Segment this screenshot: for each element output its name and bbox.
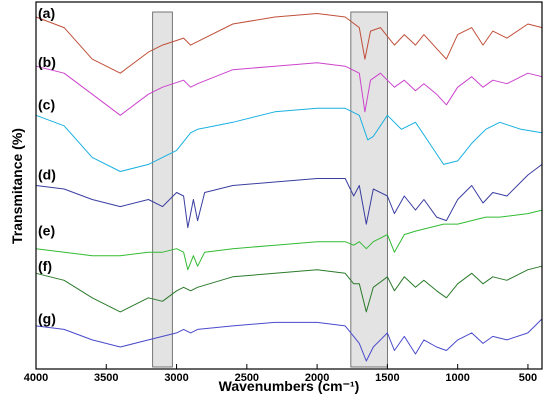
x-tick-label: 2000 [305, 372, 329, 384]
plot-frame [35, 1, 543, 370]
series-label-b: (b) [38, 54, 56, 70]
x-tick-label: 3000 [164, 372, 188, 384]
series-line-c [35, 107, 543, 172]
x-tick-label: 1000 [445, 372, 469, 384]
highlight-bands [152, 11, 388, 368]
series-label-d: (d) [38, 167, 56, 183]
series-line-e [35, 209, 543, 271]
spectra-traces [35, 13, 543, 362]
series-line-a [35, 13, 543, 74]
series-label-c: (c) [38, 96, 55, 112]
series-line-d [35, 164, 543, 229]
x-tick-label: 500 [519, 372, 537, 384]
series-line-b [35, 62, 543, 116]
series-line-f [35, 265, 543, 313]
highlight-band-2 [350, 11, 388, 368]
x-tick-label: 4000 [24, 372, 48, 384]
series-label-a: (a) [38, 5, 55, 21]
series-label-g: (g) [38, 310, 56, 326]
series-label-e: (e) [38, 223, 55, 239]
series-labels: (a) (b) (c) (d) (e) (f) (g) [38, 5, 56, 326]
y-axis-label: Transmitance (%) [9, 128, 25, 244]
x-tick-label: 3500 [94, 372, 118, 384]
x-tick-label: 2500 [235, 372, 259, 384]
highlight-band-1 [152, 11, 173, 368]
series-label-f: (f) [38, 258, 52, 274]
series-line-g [35, 318, 543, 362]
x-tick-label: 1500 [375, 372, 399, 384]
x-axis-ticks: 4000 3500 3000 2500 2000 1500 1000 500 [24, 364, 537, 384]
x-axis-label: Wavenumbers (cm⁻¹) [219, 378, 360, 394]
